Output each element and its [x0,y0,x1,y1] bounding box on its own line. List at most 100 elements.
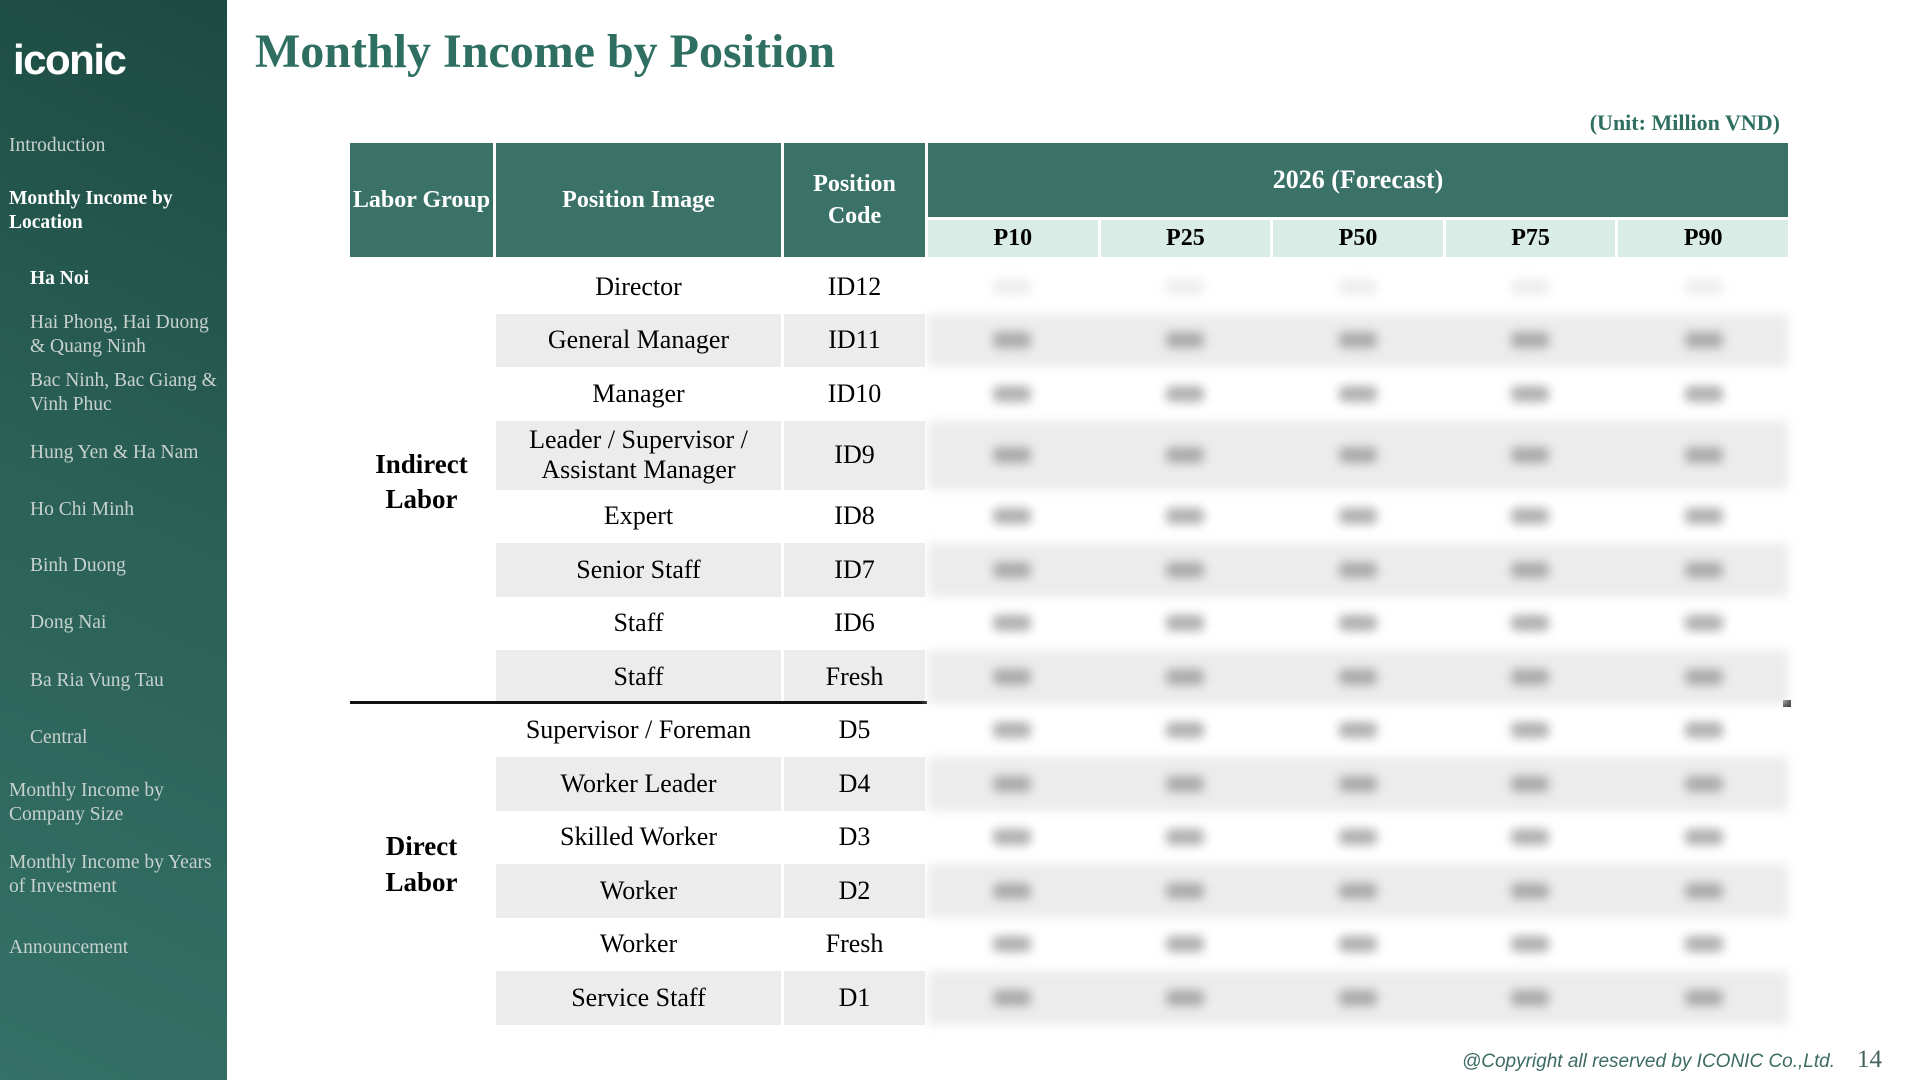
blurred-forecast-row [928,864,1788,918]
sidebar-item-ha-noi[interactable]: Ha Noi [30,268,90,289]
position-image-cell: Staff [496,650,781,704]
blurred-value [1339,278,1377,295]
position-image-cell: Leader / Supervisor / Assistant Manager [496,420,781,490]
table-row: Director ID12 [350,260,1788,314]
blurred-value [1166,278,1204,295]
blurred-value [1339,829,1377,846]
blurred-value [1166,668,1204,685]
col-header-p75: P75 [1445,220,1616,257]
position-image-cell: Senior Staff [496,543,781,597]
blurred-value [1685,936,1723,953]
blurred-forecast-row [928,811,1788,865]
blurred-value [1685,332,1723,349]
sidebar-item-income-by-company-size[interactable]: Monthly Income by Company Size [9,780,164,825]
position-code-cell: Fresh [784,650,925,704]
page-title: Monthly Income by Position [255,25,836,78]
position-code-cell: D3 [838,822,871,852]
blurred-value [1685,447,1723,463]
footer: @Copyright all reserved by ICONIC Co.,Lt… [1462,1046,1882,1074]
blurred-value [1685,278,1723,295]
table-row: Staff Fresh [350,650,1788,704]
position-code-cell: D2 [784,864,925,918]
sidebar-item-dong-nai[interactable]: Dong Nai [30,612,107,633]
divider-right-tick [1783,700,1791,707]
unit-note: (Unit: Million VND) [1589,110,1780,135]
group-label-direct-labor: Direct Labor [385,831,458,897]
blurred-value [993,615,1031,632]
blurred-value [1166,615,1204,632]
copyright-text: @Copyright all reserved by ICONIC Co.,Lt… [1461,1051,1835,1072]
sidebar-item-hung-yen[interactable]: Hung Yen & Ha Nam [30,442,199,463]
blurred-value [1166,775,1204,792]
table-row: General Manager ID11 [350,313,1788,367]
position-image-cell: Staff [613,608,664,638]
table-header: Labor Group Position Image Position Code… [350,143,1788,257]
blurred-value [1685,385,1723,402]
sidebar: iconic Introduction Monthly Income by Lo… [0,0,227,1080]
position-image-cell: Service Staff [496,971,781,1025]
position-image-cell: Skilled Worker [559,822,717,852]
table-row: Worker Leader D4 [350,757,1788,811]
col-header-position-code: Position Code [784,143,925,257]
blurred-value [1339,668,1377,685]
table-body: Director ID12 General Manager ID11 Manager ID… [350,260,1791,1025]
blurred-value [1166,936,1204,953]
sidebar-item-central[interactable]: Central [30,727,88,748]
position-image-cell: Worker Leader [496,757,781,811]
sidebar-item-income-by-location[interactable]: Monthly Income by Location [9,188,173,233]
blurred-value [1511,561,1549,578]
blurred-forecast-values-region [928,260,1788,1025]
blurred-value [993,722,1031,739]
position-image-cell: Director [595,271,682,301]
sidebar-item-income-by-years[interactable]: Monthly Income by Years of Investment [9,852,212,897]
forecast-header-group: 2026 (Forecast) P10 P25 P50 P75 P90 [928,143,1788,257]
position-code-cell: D4 [784,757,925,811]
blurred-forecast-row [928,543,1788,597]
group-label-indirect-labor: Indirect Labor [375,448,468,514]
sidebar-item-announcement[interactable]: Announcement [9,937,129,958]
blurred-forecast-row [928,367,1788,421]
blurred-forecast-row [928,260,1788,314]
blurred-value [1166,989,1204,1006]
col-header-labor-group: Labor Group [350,143,493,257]
income-table: Labor Group Position Image Position Code… [350,143,1791,1025]
sidebar-nav: Introduction Monthly Income by Location … [9,134,217,960]
blurred-value [1511,668,1549,685]
blurred-forecast-row [928,420,1788,490]
position-code-cell: ID10 [827,378,882,408]
blurred-forecast-row [928,313,1788,367]
position-code-cell: ID6 [834,608,875,638]
blurred-value [1166,722,1204,739]
blurred-value [993,508,1031,525]
blurred-value [1685,882,1723,899]
blurred-value [1511,332,1549,349]
position-image-cell: Manager [592,378,685,408]
sidebar-item-binh-duong[interactable]: Binh Duong [30,555,126,576]
position-code-cell: ID7 [784,543,925,597]
blurred-value [1166,447,1204,463]
blurred-value [1339,989,1377,1006]
blurred-value [1339,332,1377,349]
blurred-value [1511,385,1549,402]
blurred-value [1339,561,1377,578]
position-code-cell: D1 [784,971,925,1025]
sidebar-item-ba-ria-vung-tau[interactable]: Ba Ria Vung Tau [30,670,164,691]
sidebar-item-introduction[interactable]: Introduction [9,135,106,156]
labor-group-divider-line [350,701,927,704]
sidebar-item-ho-chi-minh[interactable]: Ho Chi Minh [30,499,135,520]
position-code-cell: Fresh [825,929,884,959]
blurred-value [993,936,1031,953]
blurred-value [1511,278,1549,295]
sidebar-item-hai-phong[interactable]: Hai Phong, Hai Duong & Quang Ninh [30,312,209,357]
col-header-p10: P10 [928,220,1098,257]
blurred-value [993,882,1031,899]
sidebar-item-bac-ninh[interactable]: Bac Ninh, Bac Giang & Vinh Phuc [30,370,217,415]
col-header-position-image: Position Image [496,143,781,257]
col-header-forecast: 2026 (Forecast) [928,143,1788,217]
blurred-value [1166,508,1204,525]
blurred-forecast-row [928,650,1788,704]
table-row: Manager ID10 [350,367,1788,421]
blurred-forecast-row [928,757,1788,811]
blurred-value [993,829,1031,846]
